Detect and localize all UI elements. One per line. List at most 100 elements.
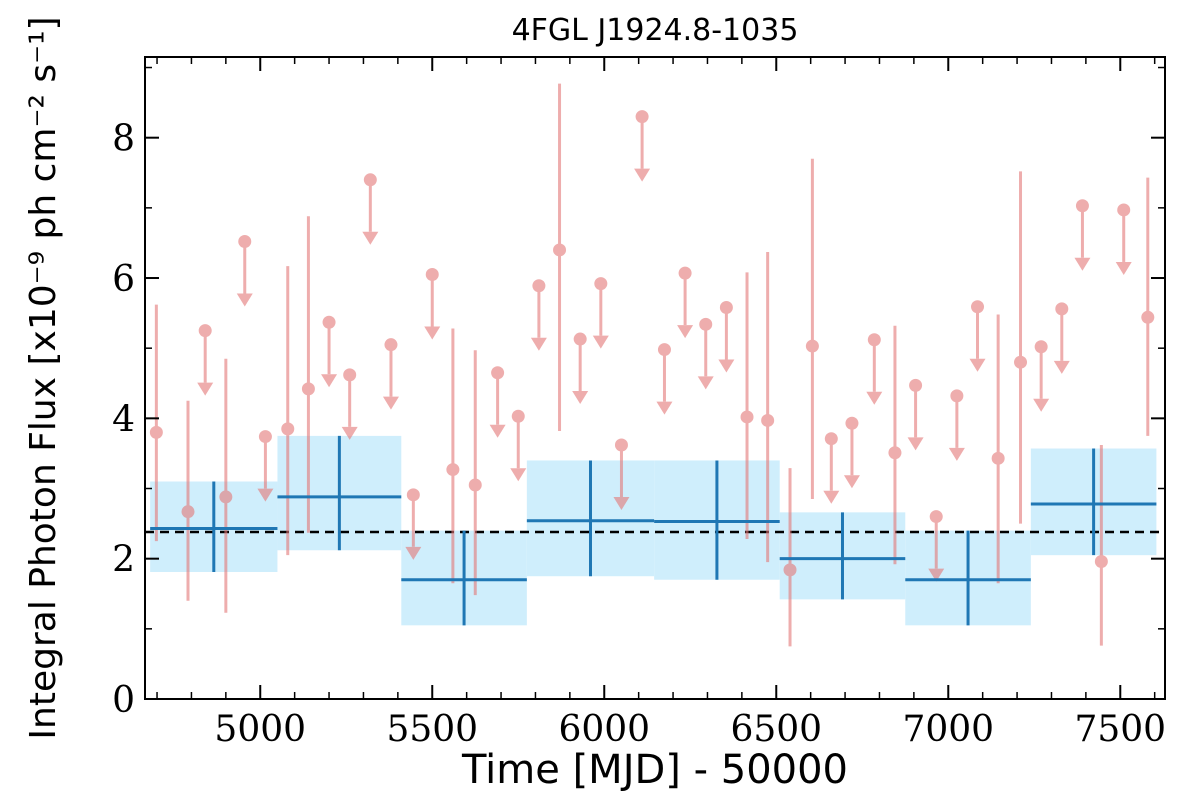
- upper-limit-marker: [1117, 203, 1131, 217]
- upper-limit-point: [530, 279, 547, 351]
- upper-limit-arrow: [634, 168, 651, 182]
- upper-limit-marker: [971, 300, 985, 314]
- detection-point: [149, 304, 163, 542]
- upper-limit-point: [236, 235, 253, 307]
- upper-limit-point: [634, 110, 651, 182]
- axes: 5000 5500 6000 6500 7000 7500 0 2 4 6 8: [112, 57, 1166, 750]
- detection-marker: [219, 490, 233, 504]
- detection-marker: [783, 563, 797, 577]
- detection-marker: [553, 243, 567, 257]
- upper-limit-arrow: [656, 401, 673, 415]
- plot-frame: [144, 56, 1166, 700]
- upper-limit-arrow: [1053, 360, 1070, 374]
- detection-point: [761, 252, 775, 563]
- upper-limit-marker: [678, 266, 692, 280]
- upper-limit-point: [510, 409, 527, 482]
- x-tick-label: 7500: [1074, 709, 1166, 750]
- y-tick-label: 0: [112, 680, 135, 721]
- upper-limit-arrow: [718, 359, 735, 373]
- bin-flux-marker: [150, 481, 278, 573]
- x-tick-label: 5500: [386, 709, 478, 750]
- upper-limit-marker: [657, 343, 671, 357]
- upper-limit-arrow: [1115, 261, 1132, 275]
- upper-limit-point: [382, 338, 399, 410]
- upper-limit-arrow: [866, 391, 883, 405]
- upper-limit-arrow: [405, 546, 422, 560]
- upper-limit-marker: [929, 510, 943, 524]
- upper-limit-arrow: [948, 447, 965, 461]
- upper-limit-point: [1115, 203, 1132, 275]
- upper-limit-arrow: [907, 437, 924, 451]
- upper-limit-arrow: [321, 374, 338, 388]
- upper-limit-arrow: [1033, 398, 1050, 412]
- upper-limit-marker: [594, 277, 608, 291]
- x-tick-label: 6500: [730, 709, 822, 750]
- upper-limit-marker: [867, 333, 881, 347]
- detection-point: [805, 158, 819, 500]
- upper-limit-arrow: [969, 358, 986, 372]
- upper-limit-marker: [845, 416, 859, 430]
- upper-limit-point: [1074, 199, 1091, 271]
- detection-point: [181, 400, 195, 601]
- upper-limit-point: [613, 438, 630, 511]
- detection-marker: [1141, 310, 1155, 324]
- upper-limit-arrow: [572, 391, 589, 405]
- plot-area: [145, 83, 1165, 647]
- upper-limit-point: [843, 416, 860, 489]
- upper-limit-marker: [363, 173, 377, 187]
- upper-limit-marker: [950, 389, 964, 403]
- upper-limit-marker: [491, 366, 505, 380]
- upper-limit-arrow: [677, 325, 694, 339]
- detection-marker: [991, 451, 1005, 465]
- detection-marker: [888, 446, 902, 460]
- upper-limit-point: [592, 277, 609, 349]
- upper-limit-point: [1053, 302, 1070, 374]
- upper-limit-arrow: [197, 382, 214, 396]
- detection-point: [1094, 445, 1108, 646]
- upper-limit-marker: [909, 378, 923, 392]
- detection-marker: [181, 505, 195, 519]
- upper-limit-arrow: [613, 497, 630, 511]
- upper-limit-arrow: [489, 424, 506, 438]
- upper-limit-point: [321, 315, 338, 388]
- detection-marker: [1014, 355, 1028, 369]
- upper-limit-marker: [614, 438, 628, 452]
- upper-limit-point: [197, 324, 214, 396]
- upper-limit-marker: [425, 268, 439, 282]
- upper-limit-marker: [258, 430, 272, 444]
- y-tick-label: 4: [112, 399, 135, 440]
- detection-marker: [446, 463, 460, 477]
- upper-limit-point: [969, 300, 986, 372]
- y-tick-label: 8: [112, 119, 135, 160]
- upper-limit-marker: [343, 368, 357, 382]
- x-tick-label: 6000: [558, 709, 650, 750]
- upper-limit-point: [405, 488, 422, 560]
- bin-flux-marker: [401, 530, 527, 626]
- upper-limit-marker: [1034, 340, 1048, 354]
- chart-title: 4FGL J1924.8-1035: [512, 13, 799, 48]
- bin-flux-marker: [526, 460, 655, 577]
- upper-limit-arrow: [257, 488, 274, 502]
- y-tick-label: 2: [112, 540, 135, 581]
- upper-limit-marker: [406, 488, 420, 502]
- upper-limit-marker: [511, 409, 525, 423]
- upper-limit-arrow: [362, 231, 379, 245]
- detection-point: [1141, 177, 1155, 436]
- upper-limit-point: [362, 173, 379, 245]
- detection-point: [553, 83, 567, 431]
- upper-limit-point: [257, 430, 274, 502]
- upper-limit-point: [718, 300, 735, 373]
- upper-limit-marker: [322, 315, 336, 329]
- bin-flux-marker: [654, 460, 780, 580]
- upper-limit-marker: [635, 110, 649, 124]
- x-axis-label: Time [MJD] - 50000: [461, 747, 848, 793]
- upper-limit-arrow: [424, 326, 441, 340]
- detection-point: [301, 216, 315, 533]
- detection-marker: [1094, 554, 1108, 568]
- upper-limit-point: [572, 332, 589, 405]
- upper-limit-arrow: [1074, 257, 1091, 271]
- detection-point: [281, 266, 295, 556]
- detection-marker: [761, 413, 775, 427]
- upper-limit-arrow: [382, 396, 399, 410]
